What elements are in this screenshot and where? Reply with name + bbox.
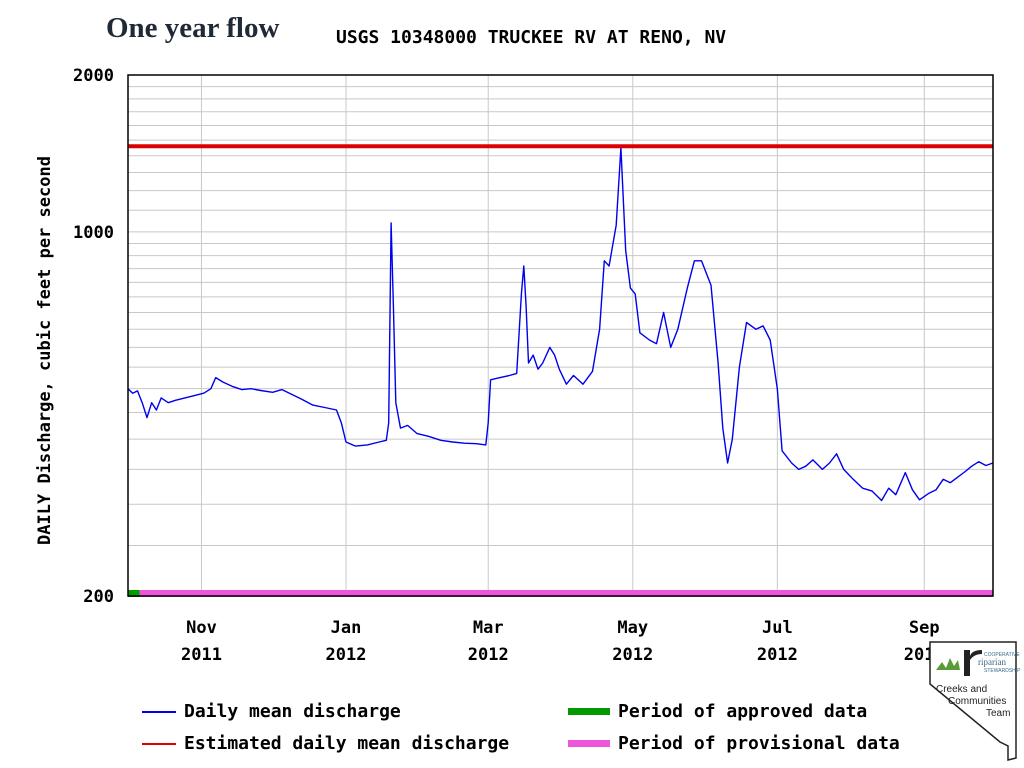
legend-daily: Daily mean discharge bbox=[142, 701, 401, 722]
legend-estimated-label: Estimated daily mean discharge bbox=[184, 733, 510, 754]
x-tick-label-month: Sep bbox=[909, 618, 940, 638]
x-tick-label-year: 2011 bbox=[181, 645, 222, 665]
logo-team-line1: Creeks and bbox=[936, 684, 988, 695]
legend-provisional-swatch bbox=[568, 740, 610, 747]
x-tick-label-year: 2012 bbox=[757, 645, 798, 665]
legend-approved: Period of approved data bbox=[568, 701, 867, 722]
creeks-communities-logo: COOPERATIVE riparian STEWARDSHIP Creeks … bbox=[928, 640, 1020, 764]
x-tick-label-year: 2012 bbox=[612, 645, 653, 665]
legend-daily-swatch bbox=[142, 710, 176, 713]
y-tick-label: 200 bbox=[83, 587, 114, 607]
x-tick-label-month: Nov bbox=[186, 618, 217, 638]
legend-approved-swatch bbox=[568, 708, 610, 715]
legend-estimated-swatch bbox=[142, 742, 176, 745]
nevada-state-outline-icon bbox=[929, 641, 1017, 761]
x-tick-label-month: Jul bbox=[762, 618, 793, 638]
y-tick-label: 1000 bbox=[73, 223, 114, 243]
x-tick-label-month: Jan bbox=[331, 618, 362, 638]
logo-team-line2: Communities bbox=[948, 696, 1007, 707]
daily-mean-discharge-line bbox=[127, 147, 994, 502]
approved-period-bar bbox=[128, 590, 140, 597]
logo-brand-sub: STEWARDSHIP bbox=[984, 668, 1021, 674]
legend-approved-label: Period of approved data bbox=[618, 701, 868, 722]
logo-brand-main: riparian bbox=[978, 657, 1006, 667]
chart-title: USGS 10348000 TRUCKEE RV AT RENO, NV bbox=[336, 27, 727, 48]
legend-estimated: Estimated daily mean discharge bbox=[142, 733, 509, 754]
y-axis-label: DAILY Discharge, cubic feet per second bbox=[35, 156, 55, 545]
provisional-period-bar bbox=[139, 590, 994, 597]
logo-team-line3: Team bbox=[986, 708, 1011, 719]
legend-provisional: Period of provisional data bbox=[568, 733, 900, 754]
logo-brand-small: COOPERATIVE bbox=[984, 652, 1020, 658]
x-tick-label-year: 2012 bbox=[326, 645, 367, 665]
plot-area bbox=[128, 75, 993, 596]
plot-frame bbox=[127, 74, 994, 597]
y-tick-label: 2000 bbox=[73, 66, 114, 86]
slide-title: One year flow bbox=[106, 12, 280, 44]
legend-daily-label: Daily mean discharge bbox=[184, 701, 401, 722]
x-tick-label-month: May bbox=[617, 618, 648, 638]
x-tick-label-year: 2012 bbox=[468, 645, 509, 665]
x-tick-label-month: Mar bbox=[473, 618, 504, 638]
legend-provisional-label: Period of provisional data bbox=[618, 733, 900, 754]
